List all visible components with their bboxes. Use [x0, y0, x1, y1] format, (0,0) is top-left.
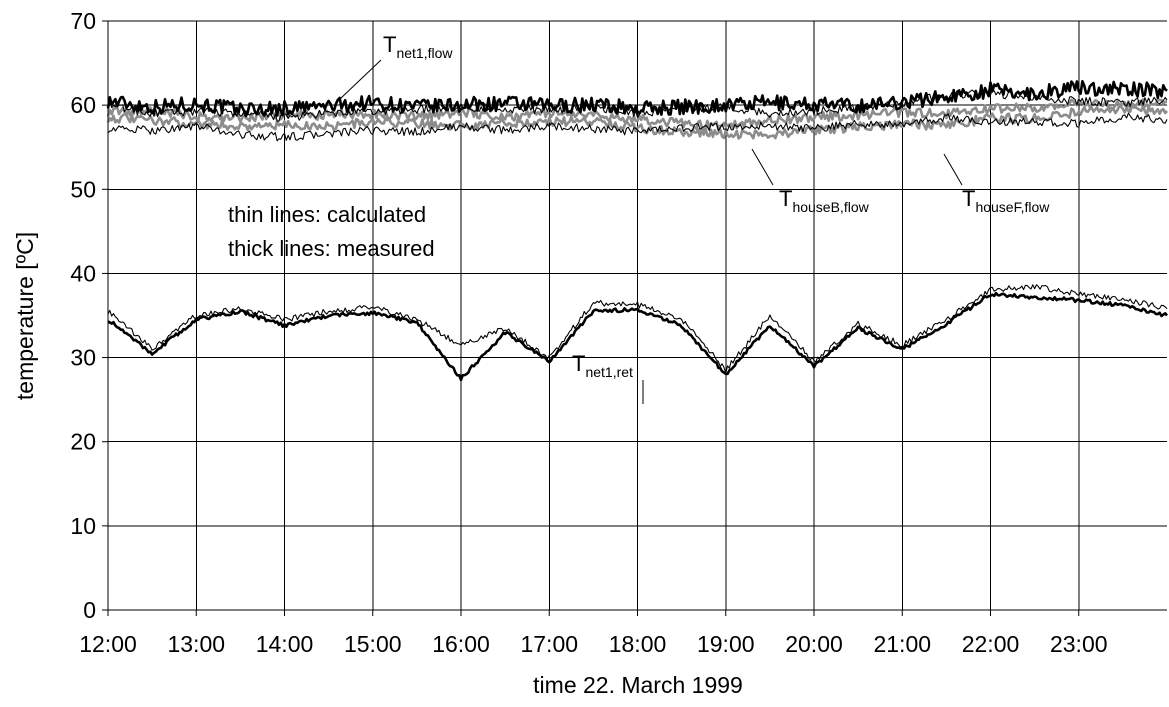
y-tick-label: 70: [70, 8, 96, 34]
series-label-houseF-flow: ThouseF,flow: [962, 186, 1050, 215]
y-tick-label: 60: [70, 92, 96, 118]
x-tick-label: 23:00: [1050, 631, 1108, 657]
x-tick-label: 13:00: [167, 631, 225, 657]
series-lines: [106, 80, 1169, 382]
x-tick-label: 21:00: [873, 631, 931, 657]
x-tick-label: 17:00: [520, 631, 578, 657]
y-tick-label: 40: [70, 260, 96, 286]
annotation-thin-lines: thin lines: calculated: [228, 202, 426, 227]
x-tick-label: 12:00: [79, 631, 137, 657]
y-axis-title: temperature [ºC]: [12, 232, 38, 400]
x-tick-label: 22:00: [962, 631, 1020, 657]
annotation-thick-lines: thick lines: measured: [228, 236, 435, 261]
x-tick-label: 20:00: [785, 631, 843, 657]
callout-leader-houseB-flow: [751, 148, 774, 186]
series-line-3: [106, 104, 1168, 140]
series-line-2: [107, 112, 1168, 142]
y-tick-label: 30: [70, 345, 96, 371]
x-tick-label: 19:00: [697, 631, 755, 657]
callout-leader-net1-flow: [339, 59, 382, 100]
x-axis-title: time 22. March 1999: [533, 672, 743, 698]
y-tick-label: 20: [70, 429, 96, 455]
series-line-4: [106, 97, 1167, 132]
x-tick-label: 16:00: [432, 631, 490, 657]
x-tick-labels: 12:00 13:00 14:00 15:00 16:00 17:00 18:00 19:00…: [79, 631, 1107, 657]
y-tick-label: 50: [70, 176, 96, 202]
series-line-0: [106, 80, 1168, 118]
series-line-1: [107, 88, 1168, 122]
y-tick-labels: 0 10 20 30 40 50 60 70: [70, 8, 96, 623]
series-label-houseB-flow: ThouseB,flow: [779, 186, 870, 215]
x-tick-label: 18:00: [609, 631, 667, 657]
series-label-net1-ret: Tnet1,ret: [572, 351, 633, 380]
y-tick-label: 10: [70, 513, 96, 539]
series-callouts: Tnet1,flow ThouseB,flow ThouseF,flow Tne…: [339, 32, 1050, 404]
callout-leader-houseF-flow: [943, 153, 963, 186]
axes: [102, 20, 1167, 616]
y-tick-label: 0: [83, 597, 96, 623]
x-tick-label: 14:00: [256, 631, 314, 657]
series-line-5: [107, 284, 1168, 374]
series-label-net1-flow: Tnet1,flow: [383, 32, 453, 61]
series-line-6: [107, 291, 1169, 382]
x-tick-label: 15:00: [344, 631, 402, 657]
